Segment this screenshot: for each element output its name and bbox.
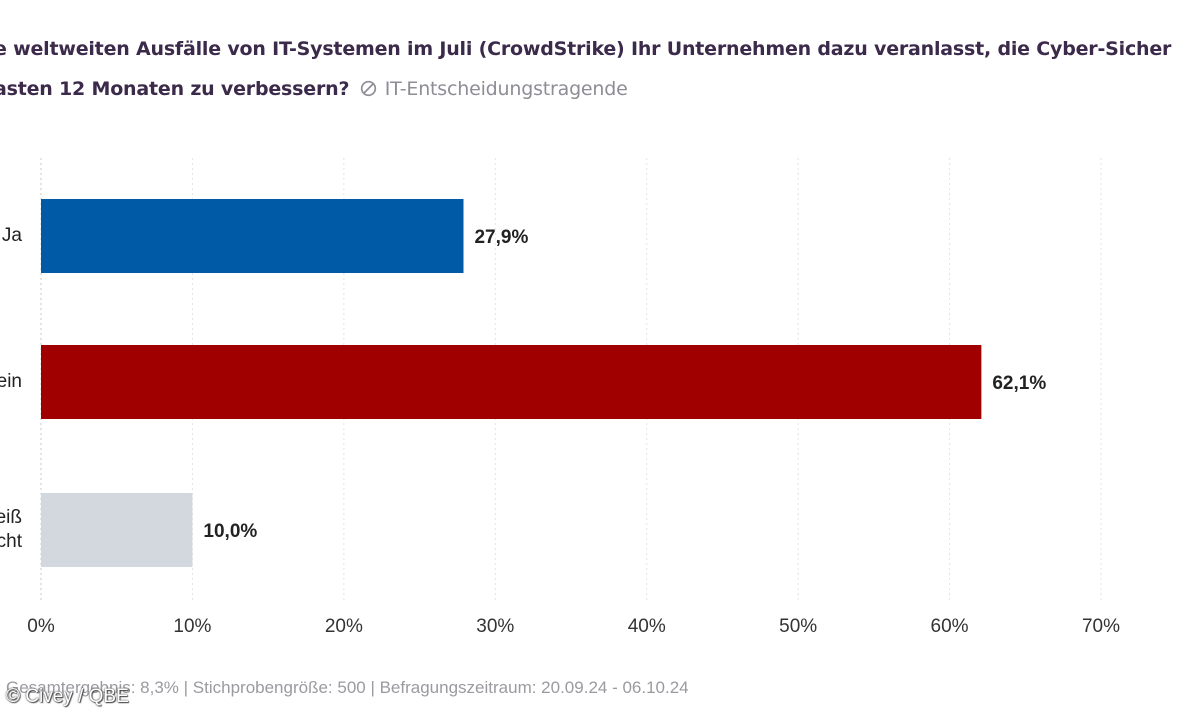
bar-value-label: 10,0% [203,521,257,542]
bar-value-label: 27,9% [474,227,528,248]
bar [41,493,193,567]
bar [41,199,464,273]
x-tick-label: 70% [1082,616,1120,637]
x-tick-label: 20% [325,616,363,637]
x-tick-label: 10% [173,616,211,637]
x-tick-label: 40% [628,616,666,637]
category-label: ein [0,371,22,392]
x-tick-label: 0% [27,616,55,637]
chart-title-text-2: asten 12 Monaten zu verbessern? [0,78,350,100]
category-label: eiß cht [0,507,22,552]
audience-filter[interactable]: IT-Entscheidungstragende [360,78,628,100]
copyright-notice: © Civey / QBE [6,686,129,707]
chart-title-text-1: e weltweiten Ausfälle von IT-Systemen im… [0,38,1172,60]
bar [41,345,982,419]
chart-footer: Gesamtergebnis: 8,3% | Stichprobengröße:… [6,678,689,697]
x-tick-label: 30% [476,616,514,637]
category-label: Ja [1,225,22,246]
audience-icon [360,80,376,97]
audience-label: IT-Entscheidungstragende [384,78,628,100]
x-tick-label: 50% [779,616,817,637]
x-tick-label: 60% [931,616,969,637]
chart-title-line-1: e weltweiten Ausfälle von IT-Systemen im… [0,38,1171,60]
bar-value-label: 62,1% [992,373,1046,394]
chart-title-line-2: asten 12 Monaten zu verbessern? IT-Entsc… [0,78,628,100]
